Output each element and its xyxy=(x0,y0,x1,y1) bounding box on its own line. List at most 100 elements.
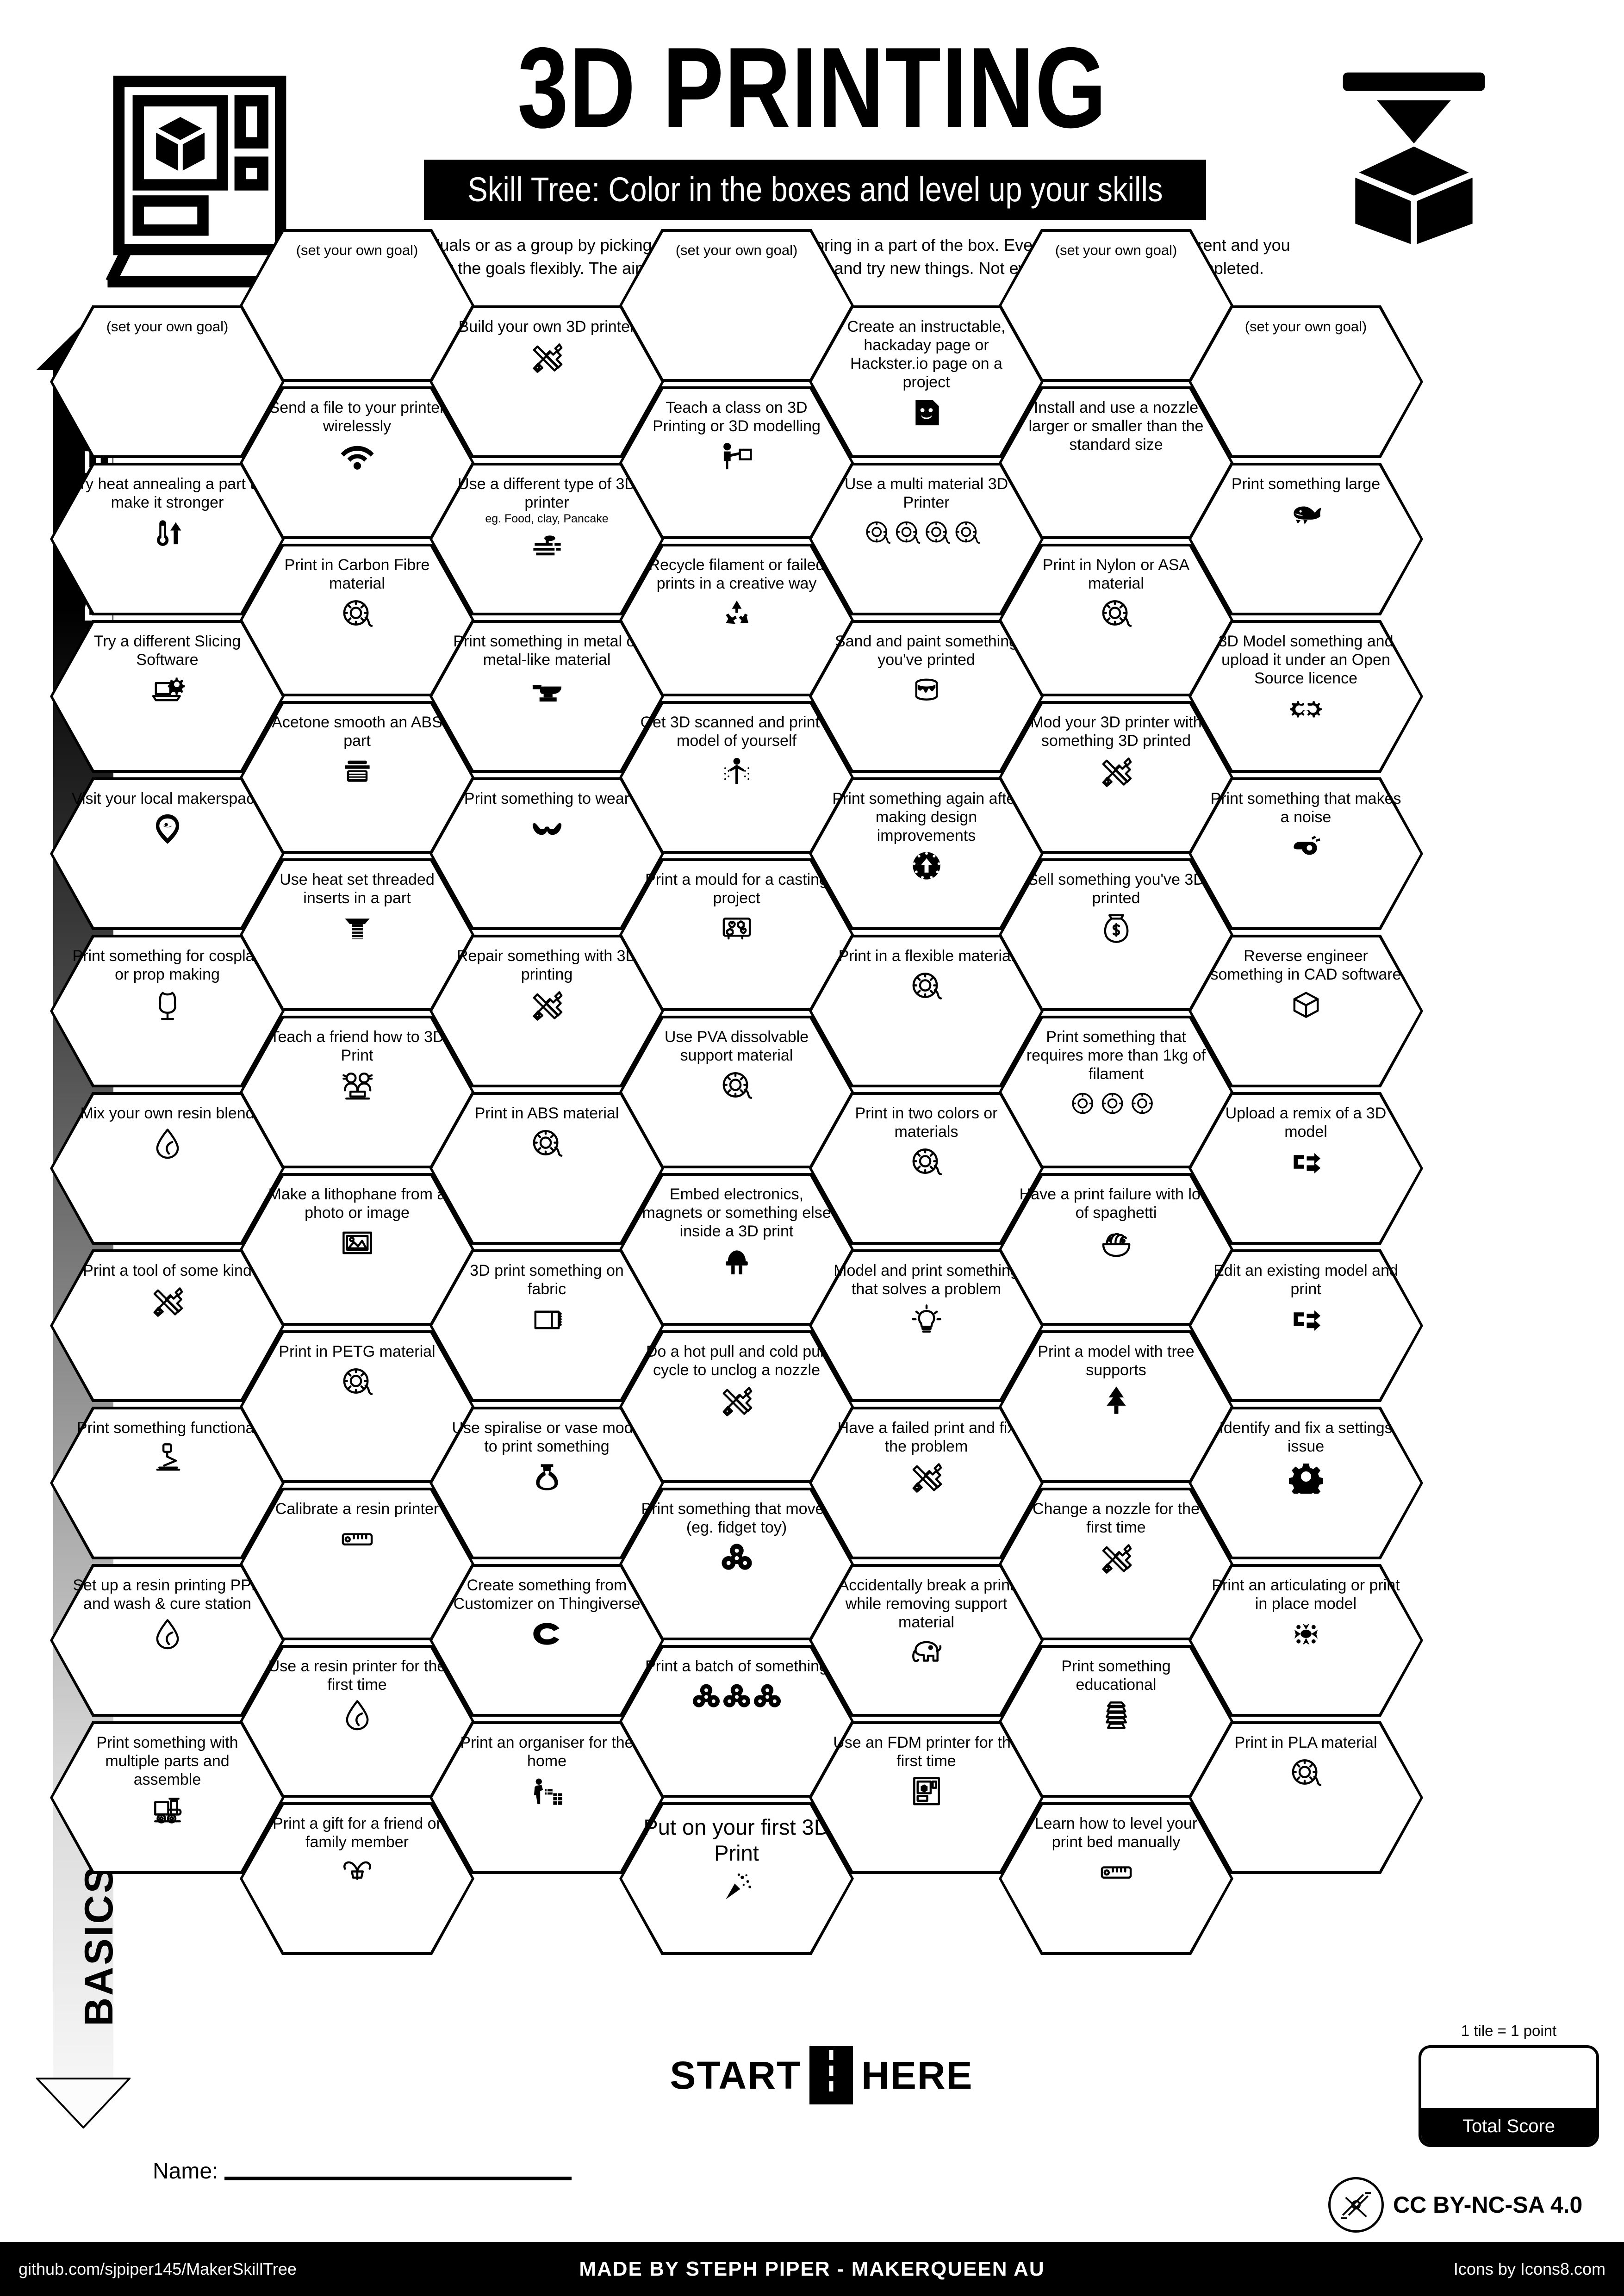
skill-tile[interactable]: (set your own goal) xyxy=(50,305,285,458)
skill-tile[interactable]: Build your own 3D printer xyxy=(429,305,664,458)
skill-tile[interactable]: Print something for cosplay or prop maki… xyxy=(50,935,285,1087)
skill-tile[interactable]: Print in PETG material xyxy=(240,1330,474,1483)
skill-tile[interactable]: Print in Carbon Fibre material xyxy=(240,544,474,696)
vase-icon xyxy=(450,1458,644,1495)
skill-tile[interactable]: Embed electronics, magnets or something … xyxy=(619,1173,854,1326)
skill-tile[interactable]: 3D print something on fabric xyxy=(429,1249,664,1402)
skill-tile[interactable]: (set your own goal) xyxy=(240,229,474,382)
skill-tile[interactable]: (set your own goal) xyxy=(1188,305,1423,458)
skill-tile[interactable]: Teach a class on 3D Printing or 3D model… xyxy=(619,386,854,539)
tree-icon xyxy=(1019,1382,1213,1418)
hex-fill xyxy=(1002,1018,1231,1166)
skill-tile[interactable]: Print in PLA material xyxy=(1188,1721,1423,1874)
ruler-icon xyxy=(260,1521,454,1557)
skill-tile[interactable]: Upload a remix of a 3D model xyxy=(1188,1092,1423,1245)
skill-tile-label: Teach a class on 3D Printing or 3D model… xyxy=(653,399,821,435)
lightbulb-icon xyxy=(829,1301,1023,1337)
skill-tile[interactable]: Try a different Slicing Software xyxy=(50,620,285,773)
skill-tile[interactable]: Print a tool of some kind xyxy=(50,1249,285,1402)
total-score-box[interactable]: Total Score xyxy=(1419,2045,1599,2147)
hex-fill xyxy=(53,937,282,1085)
skill-tile[interactable]: Print in a flexible material xyxy=(809,935,1044,1087)
skill-tile[interactable]: Print something that moves (eg. fidget t… xyxy=(619,1488,854,1640)
skill-tile[interactable]: Set up a resin printing PPE and wash & c… xyxy=(50,1564,285,1717)
skill-tile[interactable]: Get 3D scanned and print a model of your… xyxy=(619,701,854,854)
hex-content: Print something with multiple parts and … xyxy=(70,1733,264,1828)
hex-fill xyxy=(1191,308,1420,455)
skill-tile[interactable]: Print an articulating or print in place … xyxy=(1188,1564,1423,1717)
hex-fill xyxy=(1002,546,1231,694)
skill-tile[interactable]: Send a file to your printer wirelessly xyxy=(240,386,474,539)
skill-tile-label: Reverse engineer something in CAD softwa… xyxy=(1210,947,1401,983)
skill-tile[interactable]: Have a failed print and fix the problem xyxy=(809,1407,1044,1559)
tile-point-note: 1 tile = 1 point xyxy=(1461,2022,1557,2039)
hex-content: Teach a friend how to 3D Print xyxy=(260,1028,454,1104)
icons-credit[interactable]: Icons by Icons8.com xyxy=(1453,2259,1605,2278)
skill-tile[interactable]: Use a resin printer for the first time xyxy=(240,1645,474,1798)
gear-icon xyxy=(1209,1458,1403,1495)
github-link[interactable]: github.com/sjpiper145/MakerSkillTree xyxy=(19,2259,297,2278)
skill-tile[interactable]: Use spiralise or vase mode to print some… xyxy=(429,1407,664,1559)
skill-tile[interactable]: Install and use a nozzle larger or small… xyxy=(999,386,1233,539)
skill-tile[interactable]: Print something large xyxy=(1188,463,1423,615)
skill-tile[interactable]: (set your own goal) xyxy=(999,229,1233,382)
skill-tile[interactable]: Use heat set threaded inserts in a part xyxy=(240,858,474,1011)
skill-tile[interactable]: Change a nozzle for the first time xyxy=(999,1488,1233,1640)
skill-tile[interactable]: Print a batch of something xyxy=(619,1645,854,1798)
skill-tile[interactable]: Use PVA dissolvable support material xyxy=(619,1016,854,1168)
skill-tile[interactable]: Create an instructable, hackaday page or… xyxy=(809,305,1044,458)
skill-tile[interactable]: Use a multi material 3D Printer xyxy=(809,463,1044,615)
skill-tile[interactable]: Print something with multiple parts and … xyxy=(50,1721,285,1874)
skill-tile[interactable]: Acetone smooth an ABS part xyxy=(240,701,474,854)
skill-tile[interactable]: Print something functional xyxy=(50,1407,285,1559)
total-score-band: Total Score xyxy=(1421,2108,1596,2144)
skill-tile[interactable]: Print something educational xyxy=(999,1645,1233,1798)
skill-tile[interactable]: Print something that makes a noise xyxy=(1188,777,1423,930)
skill-tile[interactable]: Recycle filament or failed prints in a c… xyxy=(619,544,854,696)
skill-tile[interactable]: Print a model with tree supports xyxy=(999,1330,1233,1483)
skill-tile-label: Calibrate a resin printer xyxy=(275,1500,439,1518)
skill-tile[interactable]: Teach a friend how to 3D Print xyxy=(240,1016,474,1168)
skill-tile[interactable]: Do a hot pull and cold pull cycle to unc… xyxy=(619,1330,854,1483)
skill-tile[interactable]: Print something in metal or metal-like m… xyxy=(429,620,664,773)
skill-tile[interactable]: 3D Model something and upload it under a… xyxy=(1188,620,1423,773)
skill-tile[interactable]: Accidentally break a print while removin… xyxy=(809,1564,1044,1717)
skill-tile[interactable]: Print something to wear xyxy=(429,777,664,930)
skill-tile[interactable]: Use a different type of 3D printer eg. Fo… xyxy=(429,463,664,615)
skill-tile[interactable]: (set your own goal) xyxy=(619,229,854,382)
skill-tile[interactable]: Create something from Customizer on Thin… xyxy=(429,1564,664,1717)
skill-tile[interactable]: Print in two colors or materials xyxy=(809,1092,1044,1245)
skill-tile-label: Print something again after making desig… xyxy=(832,790,1020,844)
skill-tile-label: Embed electronics, magnets or something … xyxy=(642,1185,831,1240)
skill-tile[interactable]: Make a lithophane from a photo or image xyxy=(240,1173,474,1326)
skill-tile[interactable]: Reverse engineer something in CAD softwa… xyxy=(1188,935,1423,1087)
skill-tile[interactable]: Visit your local makerspace xyxy=(50,777,285,930)
skill-tile[interactable]: Mix your own resin blend xyxy=(50,1092,285,1245)
skill-tile[interactable]: Learn how to level your print bed manual… xyxy=(999,1802,1233,1955)
skill-tile[interactable]: Use an FDM printer for the first time xyxy=(809,1721,1044,1874)
tools-icon xyxy=(829,1458,1023,1495)
skill-tile[interactable]: Put on your first 3D Print xyxy=(619,1802,854,1955)
skill-tile[interactable]: Sand and paint something you've printed xyxy=(809,620,1044,773)
skill-tile[interactable]: Print in Nylon or ASA material xyxy=(999,544,1233,696)
skill-tile[interactable]: Identify and fix a settings issue xyxy=(1188,1407,1423,1559)
skill-tile[interactable]: Have a print failure with lots of spaghe… xyxy=(999,1173,1233,1326)
skill-tile[interactable]: Print a gift for a friend or family memb… xyxy=(240,1802,474,1955)
skill-tile[interactable]: Repair something with 3D printing xyxy=(429,935,664,1087)
skill-tile[interactable]: Print something that requires more than … xyxy=(999,1016,1233,1168)
skill-tile-sublabel: eg. Food, clay, Pancake xyxy=(485,512,609,525)
hex-content: Print something in metal or metal-like m… xyxy=(450,632,644,708)
name-field-row[interactable]: Name: xyxy=(153,2147,662,2184)
skill-tile[interactable]: Calibrate a resin printer xyxy=(240,1488,474,1640)
skill-tile[interactable]: Edit an existing model and print xyxy=(1188,1249,1423,1402)
skill-tile[interactable]: Model and print something that solves a … xyxy=(809,1249,1044,1402)
skill-tile[interactable]: Print a mould for a casting project xyxy=(619,858,854,1011)
skill-tile[interactable]: Try heat annealing a part to make it str… xyxy=(50,463,285,615)
name-input-line[interactable] xyxy=(224,2177,572,2180)
skill-tile[interactable]: Print something again after making desig… xyxy=(809,777,1044,930)
maker-badge-icon xyxy=(1328,2177,1384,2233)
skill-tile[interactable]: Print an organiser for the home xyxy=(429,1721,664,1874)
skill-tile[interactable]: Mod your 3D printer with something 3D pr… xyxy=(999,701,1233,854)
skill-tile[interactable]: Sell something you've 3D printed xyxy=(999,858,1233,1011)
skill-tile[interactable]: Print in ABS material xyxy=(429,1092,664,1245)
